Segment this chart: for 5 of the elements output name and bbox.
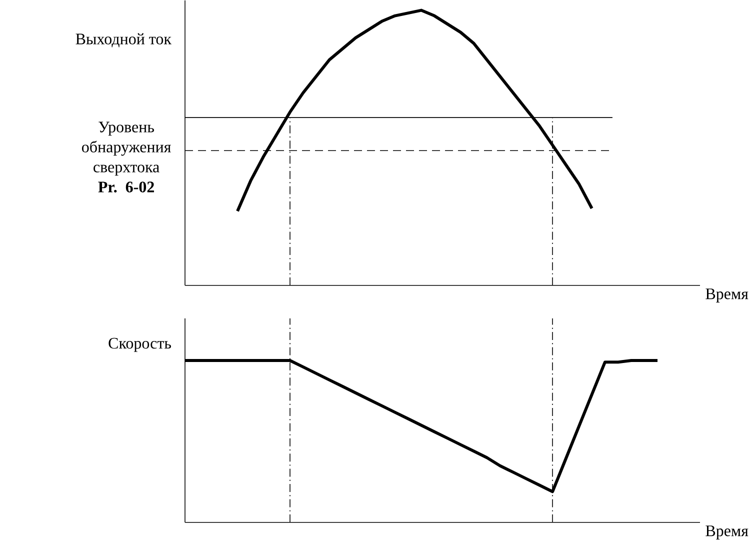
y-axis-title: Скорость	[108, 338, 171, 352]
x-axis-title: Время	[706, 288, 748, 302]
ref-line-label: Уровень обнаружения сверхтока Pr. 6-02	[82, 122, 171, 192]
y-axis-title: Выходной ток	[76, 33, 172, 48]
x-axis-title: Время	[706, 525, 748, 540]
